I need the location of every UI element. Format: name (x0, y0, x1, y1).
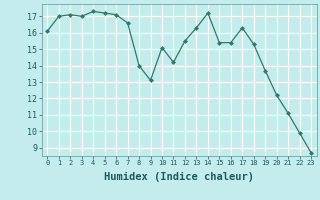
X-axis label: Humidex (Indice chaleur): Humidex (Indice chaleur) (104, 172, 254, 182)
